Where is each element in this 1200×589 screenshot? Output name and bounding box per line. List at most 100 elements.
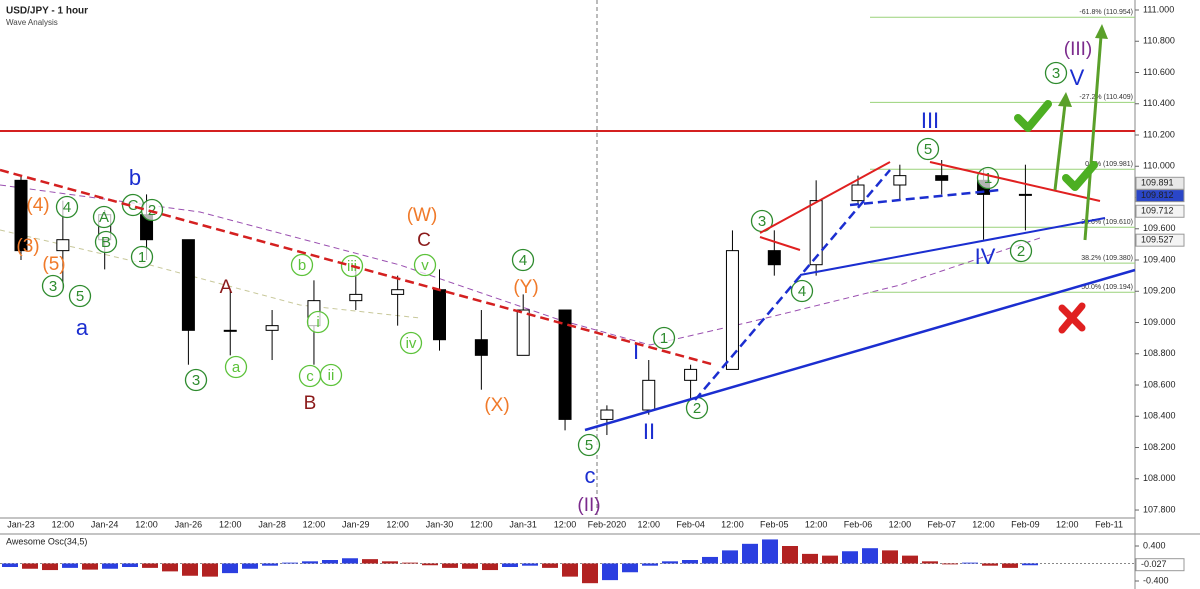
osc-bar xyxy=(622,563,638,573)
wave-circle xyxy=(652,326,676,350)
trendline xyxy=(799,217,1106,276)
candle-body xyxy=(433,289,446,341)
osc-bar xyxy=(602,563,618,581)
osc-bar xyxy=(142,563,158,568)
fib-label: 38.2% (109.380) xyxy=(1081,255,1133,262)
trendline xyxy=(0,168,716,367)
y-tick-label: -0.400 xyxy=(1143,575,1169,585)
candle-body xyxy=(767,250,781,266)
y-tick-label: 109.400 xyxy=(1143,254,1176,264)
wave-circle xyxy=(1009,239,1033,263)
y-tick-label: 109.200 xyxy=(1143,286,1176,296)
wave-label: b xyxy=(298,257,306,274)
osc-bar xyxy=(562,563,578,577)
y-tick-label: 109.000 xyxy=(1143,317,1176,327)
wave-circle xyxy=(55,195,79,219)
osc-bar xyxy=(102,563,118,569)
osc-bar xyxy=(522,563,538,566)
x-tick-label: 12:00 xyxy=(219,519,242,529)
wave-label: A xyxy=(220,277,233,298)
wave-label: III xyxy=(921,108,939,133)
wave-label: ii xyxy=(328,367,335,384)
candle-body xyxy=(14,179,28,252)
osc-bar xyxy=(862,548,878,564)
wave-label: V xyxy=(1070,65,1085,90)
osc-bar xyxy=(222,563,238,574)
osc-bar xyxy=(642,563,658,566)
wave-label: c xyxy=(585,463,596,488)
x-tick-label: Feb-07 xyxy=(927,519,956,529)
osc-bar xyxy=(882,550,898,564)
wave-circle xyxy=(413,253,437,277)
wave-label: c xyxy=(306,368,314,385)
wave-label: 3 xyxy=(49,278,57,295)
candle-body xyxy=(642,379,656,411)
candle-body xyxy=(516,309,530,356)
wave-label: b xyxy=(129,165,141,190)
wave-label: 1 xyxy=(660,330,668,347)
candle-body xyxy=(725,250,739,370)
x-tick-label: Jan-31 xyxy=(509,519,537,529)
osc-bar xyxy=(462,563,478,569)
wave-label: 1 xyxy=(984,170,992,187)
wave-circle xyxy=(319,363,343,387)
trendline xyxy=(584,268,1136,432)
y-tick-label: 107.800 xyxy=(1143,504,1176,514)
wave-circle xyxy=(511,248,535,272)
osc-bar xyxy=(62,563,78,568)
osc-bar xyxy=(302,561,318,564)
candle-body xyxy=(893,175,907,186)
moving-average xyxy=(0,184,1041,346)
wave-circle xyxy=(140,198,164,222)
moving-average xyxy=(0,229,421,319)
wave-label: 4 xyxy=(798,283,806,300)
trendline xyxy=(694,169,891,401)
wave-label: B xyxy=(304,393,317,414)
wave-circle xyxy=(790,279,814,303)
x-tick-label: Feb-06 xyxy=(844,519,873,529)
checkmark xyxy=(1062,161,1098,191)
x-tick-label: Jan-29 xyxy=(342,519,370,529)
price-marker-label: 109.527 xyxy=(1141,235,1174,245)
wave-circle xyxy=(290,253,314,277)
trendline xyxy=(759,236,801,251)
osc-bar xyxy=(982,563,998,566)
arrow-head xyxy=(1095,24,1108,39)
arrow-head xyxy=(1058,92,1072,107)
y-tick-label: 110.200 xyxy=(1143,129,1175,139)
wave-label: a xyxy=(76,315,89,340)
osc-bar xyxy=(682,560,698,564)
x-tick-label: 12:00 xyxy=(1056,519,1079,529)
y-tick-label: 108.200 xyxy=(1143,442,1176,452)
wave-circle xyxy=(92,205,116,229)
wave-label: i xyxy=(316,314,319,331)
osc-bar xyxy=(962,562,978,564)
oscillator-title: Awesome Osc(34,5) xyxy=(6,536,87,546)
fib-label: 23.6% (109.610) xyxy=(1081,219,1133,226)
wave-circle xyxy=(130,245,154,269)
x-tick-label: Jan-30 xyxy=(426,519,454,529)
osc-bar xyxy=(702,556,718,564)
osc-bar xyxy=(122,563,138,568)
wave-label: II xyxy=(643,419,655,444)
osc-bar xyxy=(742,543,758,564)
wave-label: 4 xyxy=(63,199,71,216)
trendline xyxy=(849,188,1001,207)
osc-bar xyxy=(342,558,358,564)
price-marker-label: 109.812 xyxy=(1141,190,1174,200)
candle-body xyxy=(684,368,698,381)
wave-label: C xyxy=(128,197,139,214)
wave-label: B xyxy=(101,234,111,251)
x-tick-label: 12:00 xyxy=(721,519,744,529)
wave-label: (III) xyxy=(1064,39,1093,60)
wave-circle xyxy=(41,274,65,298)
wave-label: I xyxy=(633,339,639,364)
osc-bar xyxy=(782,546,798,564)
x-tick-label: Feb-2020 xyxy=(588,519,627,529)
osc-bar xyxy=(242,563,258,569)
wave-label: (W) xyxy=(407,205,438,226)
wave-label: C xyxy=(417,230,431,251)
trendline xyxy=(929,161,1101,202)
y-tick-label: 111.000 xyxy=(1143,4,1174,14)
